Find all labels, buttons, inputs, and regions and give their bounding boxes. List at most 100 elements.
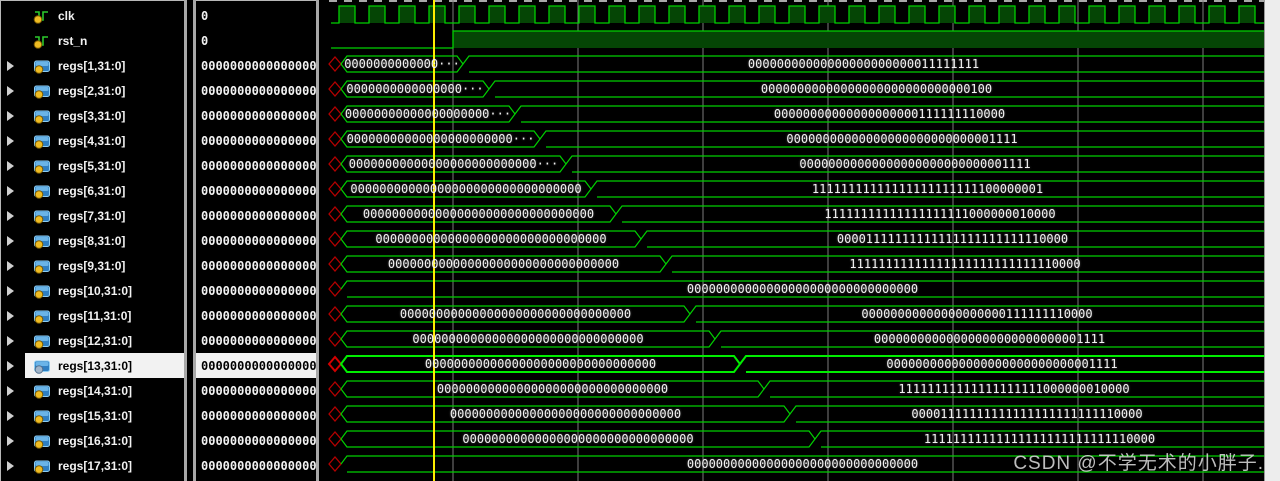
signal-value-cell[interactable]: 00000000000000000 bbox=[201, 133, 316, 148]
panel-splitter-2[interactable] bbox=[316, 0, 327, 481]
signal-row-regs-14-31-0-[interactable]: regs[14,31:0] bbox=[1, 378, 184, 403]
signal-row-regs-11-31-0-[interactable]: regs[11,31:0] bbox=[1, 303, 184, 328]
bus-signal-icon bbox=[34, 160, 50, 174]
unknown-value-x-icon bbox=[328, 156, 342, 172]
signal-value-cell[interactable]: 00000000000000000 bbox=[201, 458, 316, 473]
clk-high-fill bbox=[459, 6, 475, 23]
signal-row-clk[interactable]: clk bbox=[1, 3, 184, 28]
signal-row-rst-n[interactable]: rst_n bbox=[1, 28, 184, 53]
bus-signal-icon bbox=[34, 360, 50, 374]
expand-arrow-icon[interactable] bbox=[7, 361, 14, 371]
signal-row-regs-6-31-0-[interactable]: regs[6,31:0] bbox=[1, 178, 184, 203]
clk-high-fill bbox=[429, 6, 445, 23]
signal-row-regs-4-31-0-[interactable]: regs[4,31:0] bbox=[1, 128, 184, 153]
signal-value-cell[interactable]: 00000000000000000 bbox=[201, 333, 316, 348]
timeline-cursor[interactable] bbox=[433, 0, 435, 481]
signal-label: regs[8,31:0] bbox=[58, 233, 126, 248]
clk-high-fill bbox=[999, 6, 1015, 23]
signal-label: regs[16,31:0] bbox=[58, 433, 133, 448]
clk-high-fill bbox=[879, 6, 895, 23]
bus-value-label: 00000000000000000000111111110000 bbox=[773, 107, 1006, 121]
bus-value-label: 00000000000000000000000011111111 bbox=[747, 57, 980, 71]
bus-value-label: 11111111111111111111000000010000 bbox=[898, 382, 1130, 396]
expand-arrow-icon[interactable] bbox=[7, 236, 14, 246]
bus-signal-icon bbox=[34, 435, 50, 449]
signal-value-cell[interactable]: 0 bbox=[201, 33, 209, 48]
expand-arrow-icon[interactable] bbox=[7, 336, 14, 346]
signal-value-cell[interactable]: 00000000000000000 bbox=[201, 208, 316, 223]
signal-row-regs-3-31-0-[interactable]: regs[3,31:0] bbox=[1, 103, 184, 128]
bus-signal-icon bbox=[34, 185, 50, 199]
bus-value-label: 00000000000000000000000000000000 bbox=[686, 457, 919, 471]
signal-row-regs-1-31-0-[interactable]: regs[1,31:0] bbox=[1, 53, 184, 78]
bus-value-label: 00000000000000000000000000000000 bbox=[350, 182, 582, 196]
bus-signal-icon bbox=[34, 460, 50, 474]
signal-row-regs-17-31-0-[interactable]: regs[17,31:0] bbox=[1, 453, 184, 478]
signal-row-regs-2-31-0-[interactable]: regs[2,31:0] bbox=[1, 78, 184, 103]
bus-value-label: 11111111111111111111000000010000 bbox=[824, 207, 1056, 221]
expand-arrow-icon[interactable] bbox=[7, 186, 14, 196]
signal-value-panel: 0 0 00000000000000000 00000000000000000 0000… bbox=[196, 0, 316, 481]
signal-label: regs[13,31:0] bbox=[58, 358, 133, 373]
clk-high-fill bbox=[1149, 6, 1165, 23]
signal-value-cell[interactable]: 00000000000000000 bbox=[201, 108, 316, 123]
signal-value-cell[interactable]: 00000000000000000 bbox=[201, 183, 316, 198]
signal-value-cell[interactable]: 0 bbox=[201, 8, 209, 23]
signal-value-cell[interactable]: 00000000000000000 bbox=[201, 158, 316, 173]
unknown-value-x-icon bbox=[328, 81, 342, 97]
signal-value-cell[interactable]: 00000000000000000 bbox=[201, 283, 316, 298]
bus-value-label: 0000000000000000··· bbox=[346, 82, 484, 96]
signal-row-regs-10-31-0-[interactable]: regs[10,31:0] bbox=[1, 278, 184, 303]
signal-row-regs-12-31-0-[interactable]: regs[12,31:0] bbox=[1, 328, 184, 353]
expand-arrow-icon[interactable] bbox=[7, 161, 14, 171]
clk-high-fill bbox=[339, 6, 355, 23]
expand-arrow-icon[interactable] bbox=[7, 111, 14, 121]
bus-segment bbox=[665, 255, 1264, 273]
signal-row-regs-16-31-0-[interactable]: regs[16,31:0] bbox=[1, 428, 184, 453]
expand-arrow-icon[interactable] bbox=[7, 461, 14, 471]
expand-arrow-icon[interactable] bbox=[7, 136, 14, 146]
clk-high-fill bbox=[519, 6, 535, 23]
unknown-value-x-icon bbox=[328, 106, 342, 122]
signal-value-cell[interactable]: 00000000000000000 bbox=[201, 383, 316, 398]
signal-label: regs[7,31:0] bbox=[58, 208, 126, 223]
signal-value-cell[interactable]: 00000000000000000 bbox=[201, 83, 316, 98]
expand-arrow-icon[interactable] bbox=[7, 261, 14, 271]
bus-value-label: 00000000000000000000000000000000 bbox=[424, 357, 657, 371]
bus-value-label: 11111111111111111111111100000001 bbox=[811, 182, 1044, 196]
signal-label: regs[4,31:0] bbox=[58, 133, 126, 148]
bus-segment bbox=[739, 355, 1264, 373]
waveform-canvas-area[interactable]: 0000000000000··· 000000000000000000000000… bbox=[327, 0, 1264, 481]
signal-label: regs[11,31:0] bbox=[58, 308, 132, 323]
signal-value-cell[interactable]: 00000000000000000 bbox=[201, 308, 316, 323]
expand-arrow-icon[interactable] bbox=[7, 86, 14, 96]
expand-arrow-icon[interactable] bbox=[7, 411, 14, 421]
signal-row-regs-5-31-0-[interactable]: regs[5,31:0] bbox=[1, 153, 184, 178]
signal-value-cell[interactable]: 00000000000000000 bbox=[196, 353, 316, 378]
bus-value-label: 00000000000000000000000000000000 bbox=[412, 332, 644, 346]
clk-high-fill bbox=[1209, 6, 1225, 23]
signal-value-cell[interactable]: 00000000000000000 bbox=[201, 58, 316, 73]
expand-arrow-icon[interactable] bbox=[7, 386, 14, 396]
bus-value-label: 00000000000000000000··· bbox=[344, 107, 512, 121]
signal-row-regs-7-31-0-[interactable]: regs[7,31:0] bbox=[1, 203, 184, 228]
expand-arrow-icon[interactable] bbox=[7, 211, 14, 221]
signal-value-cell[interactable]: 00000000000000000 bbox=[201, 258, 316, 273]
signal-row-regs-13-31-0-[interactable]: regs[13,31:0] bbox=[1, 353, 184, 378]
bus-value-label: 00000000000000000000000000001111 bbox=[799, 157, 1031, 171]
expand-arrow-icon[interactable] bbox=[7, 61, 14, 71]
signal-value-cell[interactable]: 00000000000000000 bbox=[201, 433, 316, 448]
expand-arrow-icon[interactable] bbox=[7, 286, 14, 296]
signal-value-cell[interactable]: 00000000000000000 bbox=[201, 408, 316, 423]
panel-splitter[interactable] bbox=[184, 0, 196, 481]
expand-arrow-icon[interactable] bbox=[7, 311, 14, 321]
signal-row-regs-15-31-0-[interactable]: regs[15,31:0] bbox=[1, 403, 184, 428]
clk-high-fill bbox=[1119, 6, 1135, 23]
bus-value-label: 00000000000000000000000000001111 bbox=[786, 132, 1018, 146]
signal-row-regs-8-31-0-[interactable]: regs[8,31:0] bbox=[1, 228, 184, 253]
signal-value-cell[interactable]: 00000000000000000 bbox=[201, 233, 316, 248]
vertical-scrollbar[interactable] bbox=[1264, 0, 1280, 481]
expand-arrow-icon[interactable] bbox=[7, 436, 14, 446]
signal-row-regs-9-31-0-[interactable]: regs[9,31:0] bbox=[1, 253, 184, 278]
clk-high-fill bbox=[819, 6, 835, 23]
